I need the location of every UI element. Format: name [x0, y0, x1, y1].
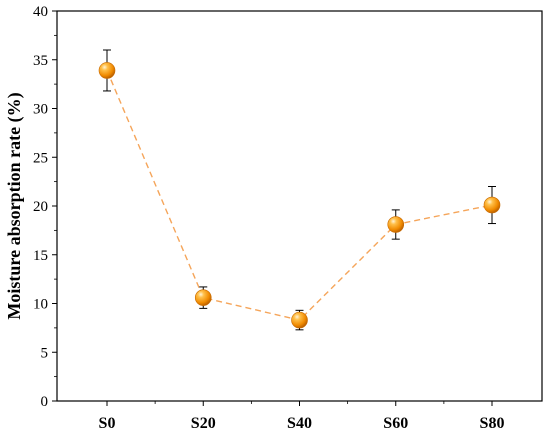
- data-point: [291, 311, 308, 329]
- plot-area: [56, 10, 543, 402]
- series-layer: [98, 49, 501, 331]
- series-line: [106, 70, 493, 321]
- data-point: [387, 216, 405, 233]
- y-tick-label: 40: [33, 4, 48, 20]
- y-axis: 0 5 10 15 20 25 30 35 40: [33, 4, 57, 410]
- x-tick-label: S20: [191, 415, 216, 432]
- x-tick-label: S0: [99, 415, 116, 432]
- y-tick-label: 0: [41, 394, 49, 410]
- y-tick-label: 15: [33, 248, 48, 264]
- y-tick-label: 35: [33, 53, 48, 69]
- x-axis: S0 S20 S40 S60 S80: [99, 401, 505, 432]
- y-tick-label: 25: [33, 150, 48, 166]
- y-tick-label: 20: [33, 199, 48, 215]
- data-point: [98, 62, 116, 79]
- x-tick-label: S40: [287, 415, 312, 432]
- y-tick-label: 30: [33, 102, 48, 118]
- data-point: [483, 196, 501, 214]
- y-tick-label: 5: [41, 345, 49, 361]
- y-axis-title: Moisture absorption rate (%): [4, 92, 25, 319]
- y-tick-label: 10: [33, 297, 48, 313]
- plot-border: [56, 10, 543, 402]
- x-tick-label: S60: [383, 415, 408, 432]
- data-point: [194, 289, 212, 306]
- x-tick-label: S80: [480, 415, 505, 432]
